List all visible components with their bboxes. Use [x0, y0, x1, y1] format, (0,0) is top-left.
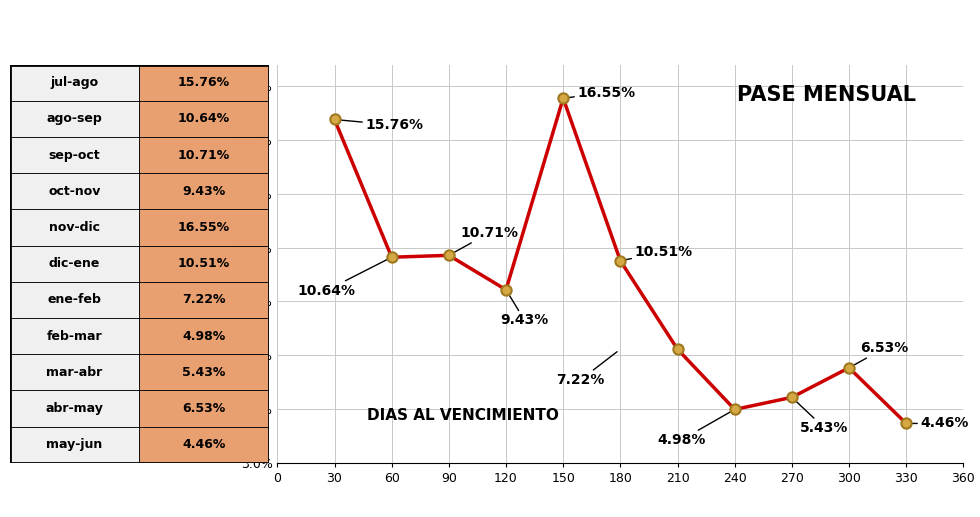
Text: PASE MENSUAL: PASE MENSUAL: [737, 84, 915, 104]
Text: 5.43%: 5.43%: [795, 400, 849, 435]
Bar: [139, 390, 269, 427]
Bar: [139, 282, 269, 318]
Text: 16.55%: 16.55%: [567, 86, 635, 100]
Bar: [139, 65, 269, 101]
Bar: [139, 137, 269, 173]
Text: 10.71%: 10.71%: [177, 148, 230, 162]
Point: [612, 256, 628, 265]
Bar: [139, 427, 269, 463]
Point: [556, 94, 571, 102]
Text: 15.76%: 15.76%: [339, 118, 423, 132]
Bar: [10, 209, 139, 246]
Bar: [139, 246, 269, 282]
Text: sep-oct: sep-oct: [49, 148, 100, 162]
Text: DIAS AL VENCIMIENTO: DIAS AL VENCIMIENTO: [367, 408, 559, 423]
Point: [669, 345, 685, 353]
Point: [326, 115, 342, 124]
Point: [384, 253, 400, 262]
Point: [498, 285, 514, 294]
Bar: [139, 354, 269, 390]
Text: jul-ago: jul-ago: [50, 76, 99, 89]
Point: [727, 405, 743, 414]
Point: [441, 251, 457, 260]
Text: 4.46%: 4.46%: [182, 438, 225, 451]
Text: 5.43%: 5.43%: [182, 366, 225, 379]
Text: 6.53%: 6.53%: [182, 402, 225, 415]
Bar: [10, 282, 139, 318]
Bar: [10, 137, 139, 173]
Text: 4.98%: 4.98%: [657, 412, 731, 447]
Text: 4.46%: 4.46%: [910, 417, 968, 431]
Text: 10.64%: 10.64%: [177, 112, 230, 126]
Text: 10.51%: 10.51%: [624, 246, 692, 260]
Bar: [10, 173, 139, 209]
Bar: [139, 101, 269, 137]
Text: feb-mar: feb-mar: [47, 329, 102, 343]
Text: 10.51%: 10.51%: [177, 257, 230, 270]
Text: dic-ene: dic-ene: [49, 257, 100, 270]
Bar: [10, 318, 139, 354]
Bar: [10, 246, 139, 282]
Point: [841, 363, 857, 372]
Text: nov-dic: nov-dic: [49, 221, 100, 234]
Text: 15.76%: 15.76%: [177, 76, 230, 89]
Text: 4.98%: 4.98%: [182, 329, 225, 343]
Text: 16.55%: 16.55%: [177, 221, 230, 234]
Text: mar-abr: mar-abr: [46, 366, 103, 379]
Text: oct-nov: oct-nov: [48, 185, 101, 198]
Text: may-jun: may-jun: [46, 438, 103, 451]
Text: 10.71%: 10.71%: [453, 226, 518, 253]
Text: 10.64%: 10.64%: [297, 259, 388, 298]
Text: 7.22%: 7.22%: [182, 293, 225, 307]
Point: [899, 419, 914, 428]
Text: ene-feb: ene-feb: [48, 293, 101, 307]
Bar: [10, 101, 139, 137]
Text: 6.53%: 6.53%: [853, 341, 908, 366]
Text: ago-sep: ago-sep: [47, 112, 102, 126]
Text: 9.43%: 9.43%: [501, 293, 549, 327]
Bar: [139, 209, 269, 246]
Bar: [10, 65, 139, 101]
Point: [784, 393, 800, 402]
Text: 9.43%: 9.43%: [182, 185, 225, 198]
Bar: [10, 427, 139, 463]
Bar: [10, 390, 139, 427]
Text: 7.22%: 7.22%: [557, 352, 617, 387]
Text: abr-may: abr-may: [45, 402, 104, 415]
Bar: [139, 318, 269, 354]
Bar: [139, 173, 269, 209]
Bar: [10, 354, 139, 390]
